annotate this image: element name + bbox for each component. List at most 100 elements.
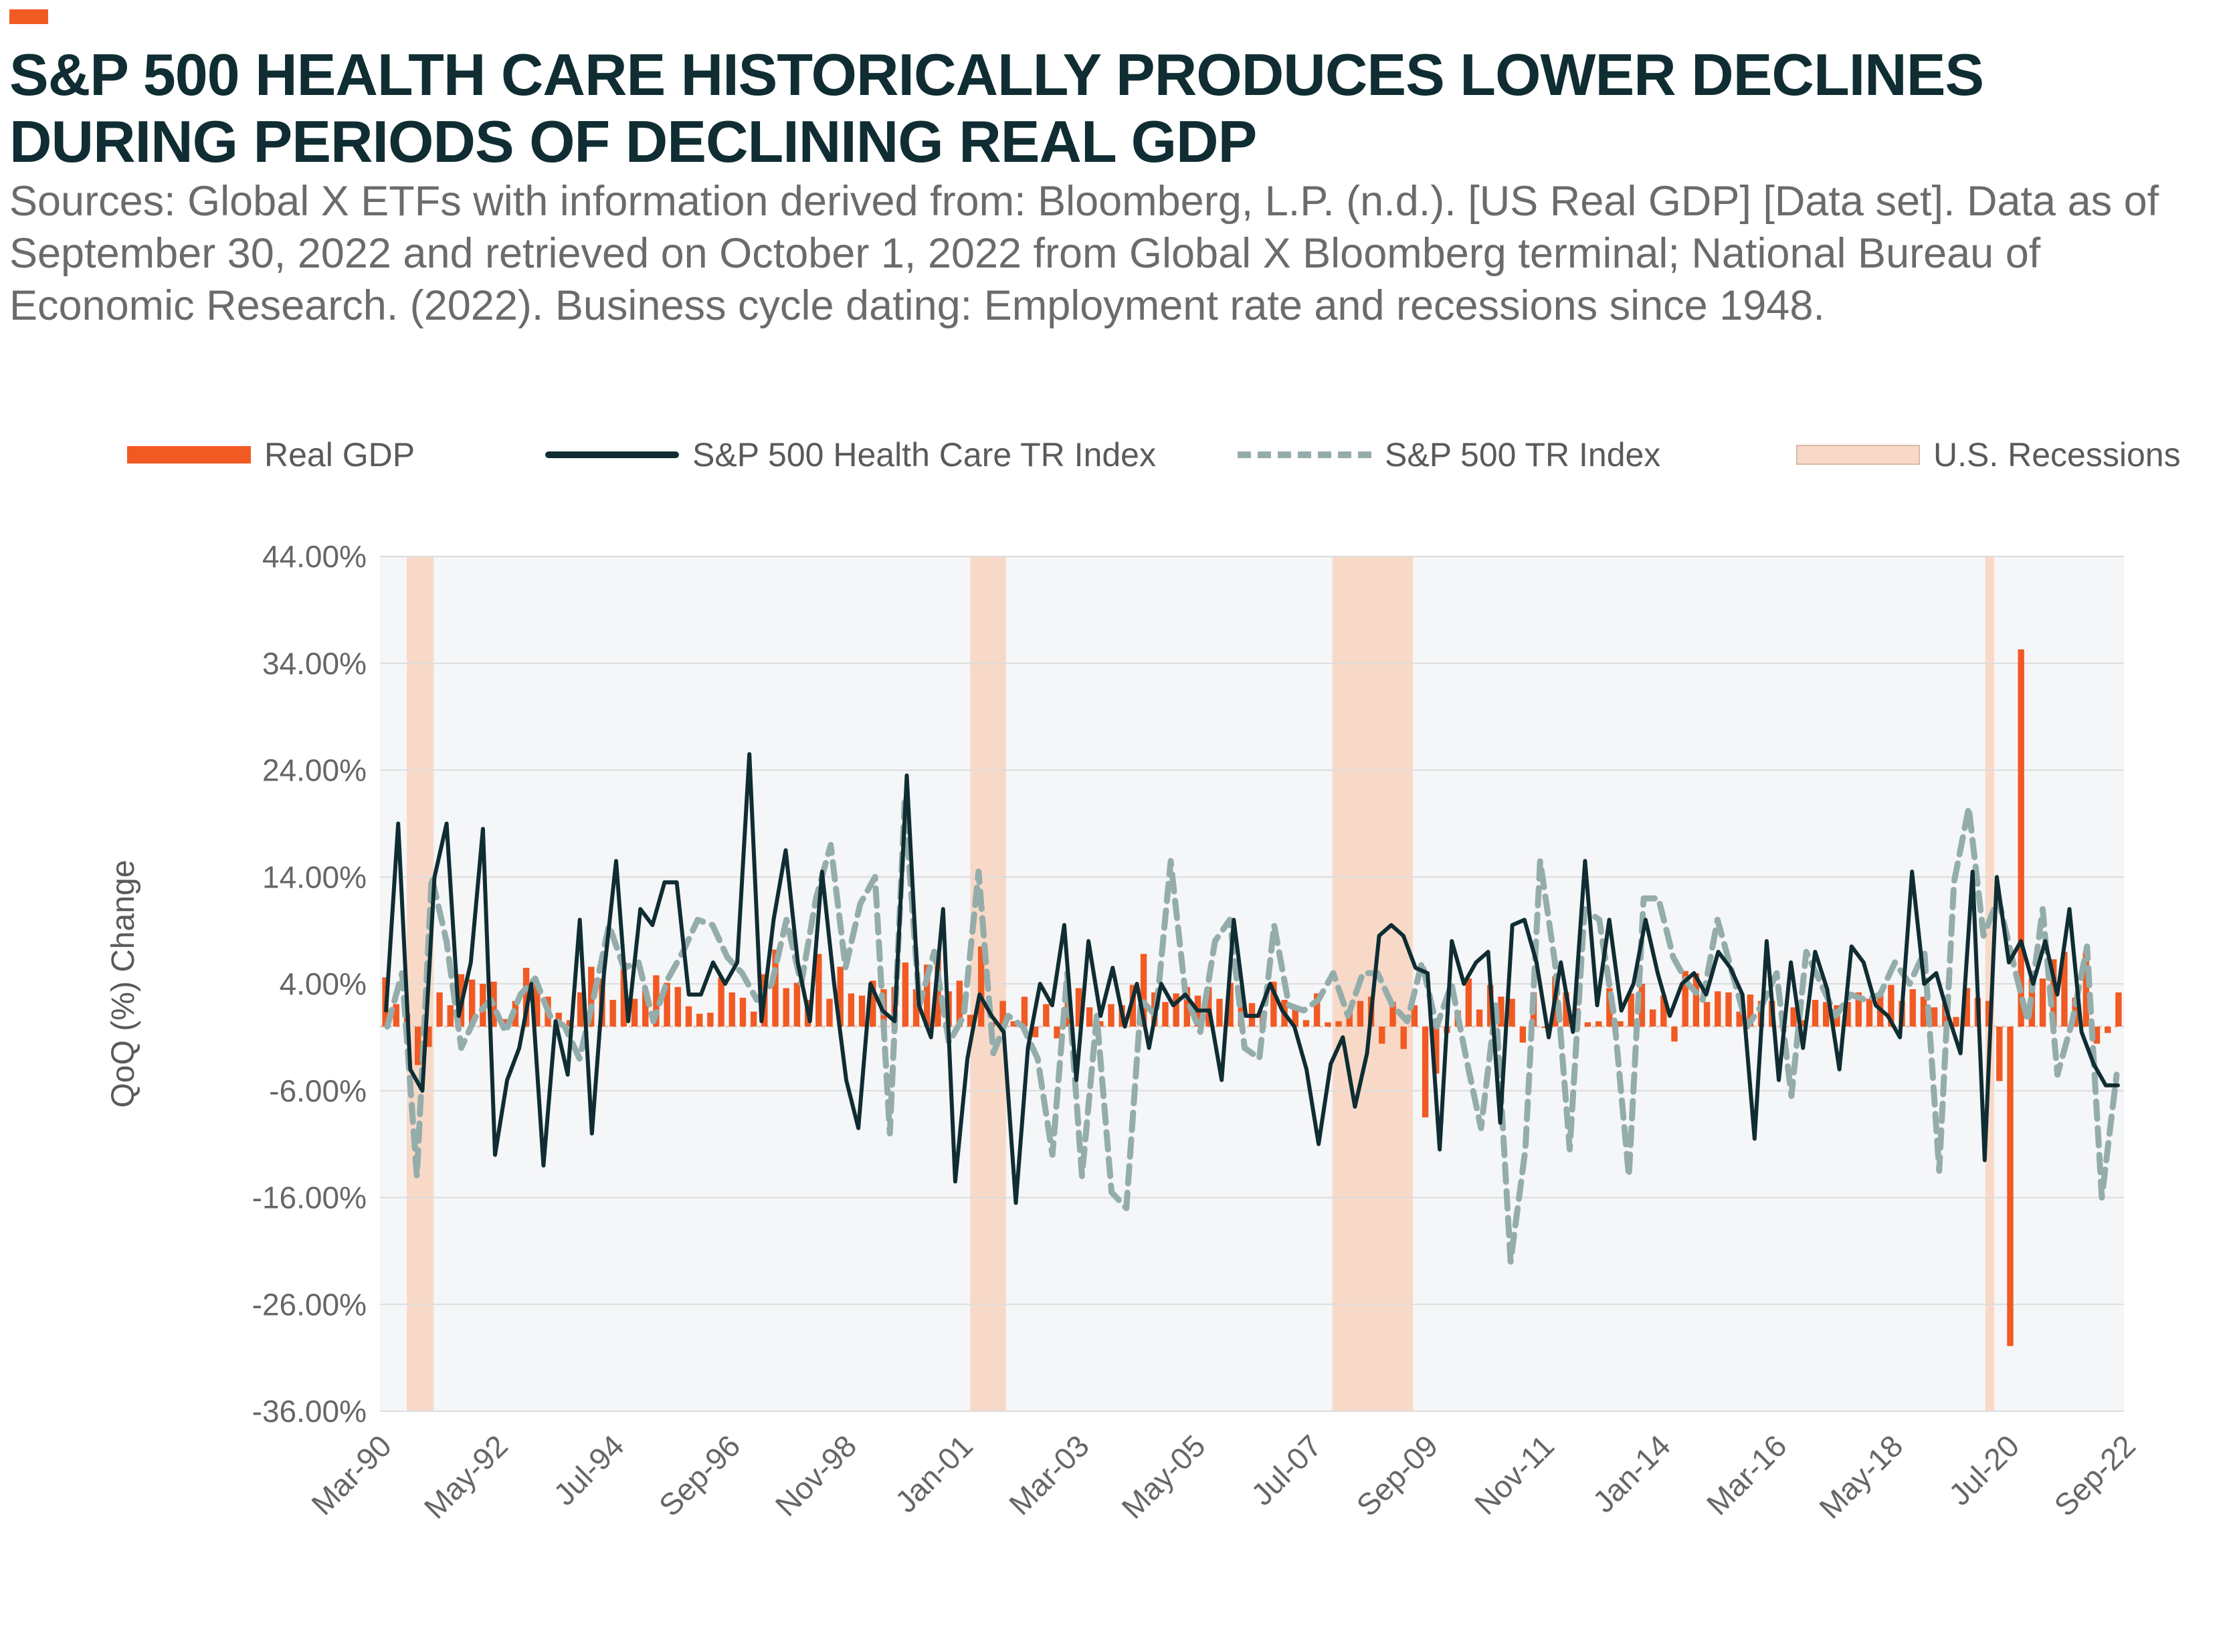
chart-title: S&P 500 HEALTH CARE HISTORICALLY PRODUCE… [9,41,1984,175]
gdp-bar [967,1015,974,1027]
gdp-bar [1855,992,1862,1027]
gdp-bar [999,1001,1006,1027]
gdp-bar [2082,952,2090,1027]
gdp-bar [1747,994,1754,1027]
gdp-bar [1292,1006,1298,1027]
x-tick-label: Nov-98 [769,1428,864,1523]
x-tick-label: Mar-90 [304,1428,398,1522]
gdp-bar [1725,992,1732,1027]
x-tick-label: Nov-11 [1468,1428,1561,1521]
gdp-bar [1097,1021,1104,1027]
gdp-bar [718,977,724,1027]
gdp-bar [1996,1026,2003,1081]
gdp-bar [1108,1004,1114,1027]
gdp-bar [1411,1005,1418,1027]
legend-item-real-gdp: Real GDP [127,428,415,482]
health-care-line-layer [384,752,2120,1205]
gdp-bar [393,1004,399,1027]
gdp-bar [1162,1002,1169,1027]
gdp-bar [436,992,443,1027]
gdp-bar [2039,978,2046,1027]
gdp-bar [1498,997,1505,1027]
x-tick-label: Jan-01 [888,1428,979,1519]
gdp-bar [902,962,909,1027]
gdp-bar [977,946,985,1027]
x-tick-label: May-18 [1812,1428,1909,1525]
gdp-bar [1433,1026,1440,1074]
x-tick-label: Mar-16 [1700,1428,1793,1522]
gdp-bar [577,992,584,1027]
gdp-bar [1953,1017,1959,1027]
legend-label-health-care: S&P 500 Health Care TR Index [692,436,1156,474]
x-tick-label: Jul-07 [1244,1428,1328,1512]
gdp-bar [1844,1002,1851,1027]
legend-swatch-health-care [545,451,679,458]
gdp-bar [1682,970,1688,1027]
legend-swatch-recessions [1796,445,1920,465]
gdp-bar [2061,952,2068,1027]
gdp-bar [772,949,779,1027]
x-tick-label: Jul-20 [1942,1428,2026,1512]
gdp-bar [1931,1007,1938,1027]
gdp-bar [956,980,963,1027]
gdp-bar [2105,1026,2111,1033]
gdp-bar [534,983,541,1027]
legend-item-recessions: U.S. Recessions [1796,428,2181,482]
gdp-bar [1054,1026,1060,1039]
gdp-bar [793,983,801,1027]
gdp-bar [664,983,670,1027]
gdp-bar [1086,1007,1093,1027]
gdp-bar [1963,988,1970,1027]
gdp-bar [1173,993,1179,1027]
x-tick-label: Sep-09 [1350,1428,1445,1523]
gdp-bar [815,954,822,1027]
gdp-bar [1660,995,1667,1027]
gdp-bar [1617,1021,1624,1027]
gdp-bar [1325,1022,1331,1027]
gdp-bar [1823,1002,1830,1027]
gdp-bar [642,990,649,1027]
gdp-bar [1509,999,1515,1027]
gdp-bar [924,964,931,1027]
gdp-bar [858,995,866,1027]
gdp-bar [1357,1001,1364,1027]
gdp-bar [729,992,735,1027]
chart-legend: Real GDP S&P 500 Health Care TR Index S&… [0,428,2231,482]
x-tick-label: May-92 [417,1428,514,1525]
gdp-bar [2115,992,2122,1027]
gdp-bar [1346,1011,1353,1027]
gdp-bar [1812,999,1819,1027]
gdp-bar [1649,1009,1656,1027]
gdp-bar [1541,1026,1548,1028]
gdp-bar [1888,985,1895,1027]
chart-subtitle: Sources: Global X ETFs with information … [9,178,2159,329]
gdp-bar [1671,1026,1678,1042]
gdp-bar [2050,959,2057,1027]
gdp-bar [1692,973,1700,1027]
legend-swatch-real-gdp [127,446,251,463]
y-tick-label: 44.00% [262,539,367,574]
y-tick-label: -6.00% [269,1073,367,1108]
gdp-bar [1010,1021,1017,1027]
y-tick-label: 34.00% [262,646,367,681]
gdp-bar [2007,1026,2014,1346]
gdp-bar [566,1020,573,1027]
gdp-bar [1216,999,1223,1027]
gdp-bar [1920,997,1927,1027]
y-axis-label: QoQ (%) Change [106,860,141,1108]
gdp-bar [631,999,638,1027]
gdp-bar [447,1005,454,1027]
legend-swatch-sp500 [1238,451,1371,458]
gdp-bar [620,962,627,1027]
x-tick-label: Sep-22 [2047,1428,2142,1523]
gdp-bar [653,975,660,1027]
legend-item-health-care: S&P 500 Health Care TR Index [545,428,1156,482]
gdp-bar [1715,991,1721,1027]
x-tick-label: Sep-96 [652,1428,747,1523]
gdp-bar [1183,987,1191,1027]
gdp-bar [1519,1026,1527,1043]
gdp-bar [739,997,747,1027]
gdp-bar [609,999,616,1027]
x-tick-label: Jan-14 [1586,1428,1677,1519]
legend-item-sp500: S&P 500 TR Index [1238,428,1660,482]
